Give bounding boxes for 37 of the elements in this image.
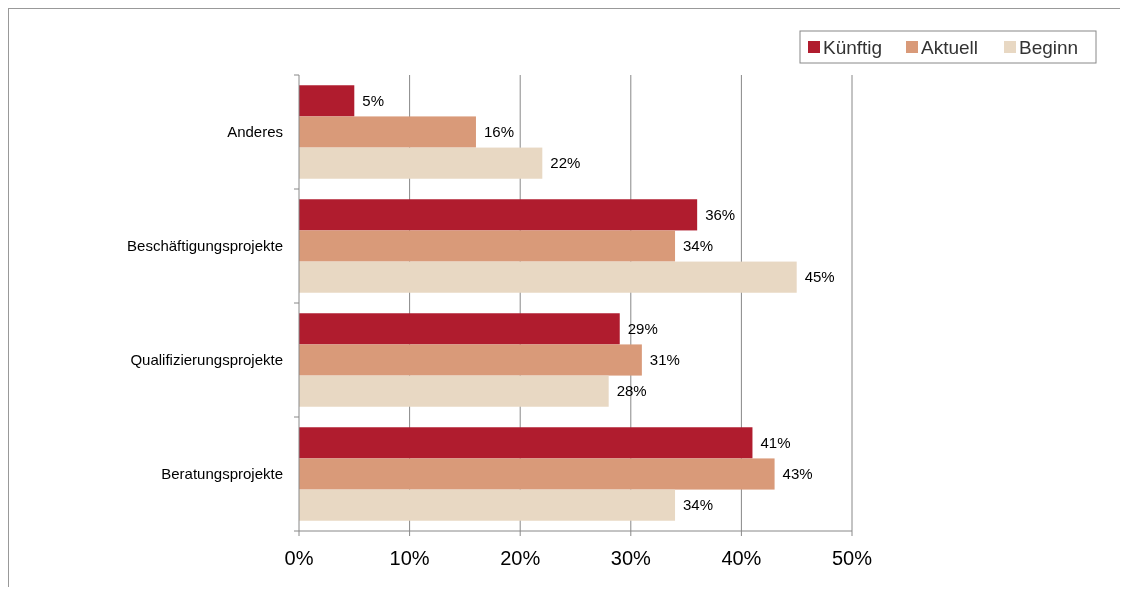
bar xyxy=(299,344,642,376)
data-label: 16% xyxy=(483,123,514,140)
x-tick-label: 20% xyxy=(500,547,541,569)
y-tick-label: Anderes xyxy=(227,123,283,140)
bar xyxy=(299,313,620,345)
bar xyxy=(299,489,676,521)
bar xyxy=(299,85,355,117)
bar xyxy=(299,427,753,459)
x-tick-label: 50% xyxy=(831,547,873,569)
x-tick-label: 30% xyxy=(610,547,652,569)
data-label: 41% xyxy=(760,433,791,451)
data-label: 29% xyxy=(627,319,658,337)
data-label: 45% xyxy=(804,268,835,286)
x-tick-label: 10% xyxy=(389,547,430,569)
legend-label: Beginn xyxy=(1019,37,1079,58)
legend-label: Künftig xyxy=(823,37,883,58)
data-label: 34% xyxy=(683,496,714,514)
bar xyxy=(299,147,543,179)
x-tick-label: 40% xyxy=(721,547,762,569)
bar xyxy=(299,116,476,148)
x-tick-label: 0% xyxy=(284,547,314,569)
data-label: 28% xyxy=(616,382,647,400)
bar xyxy=(299,261,797,293)
bar xyxy=(299,375,609,407)
data-label: 5% xyxy=(362,91,384,109)
y-tick-label: Beratungsprojekte xyxy=(161,465,283,482)
data-label: 34% xyxy=(683,237,714,254)
data-label: 36% xyxy=(705,205,736,223)
legend-label: Aktuell xyxy=(921,37,979,58)
bar xyxy=(299,199,698,231)
y-tick-label: Qualifizierungsprojekte xyxy=(130,351,283,368)
data-label: 31% xyxy=(649,351,680,368)
data-label: 22% xyxy=(550,154,581,172)
data-label: 43% xyxy=(782,465,813,482)
y-tick-label: Beschäftigungsprojekte xyxy=(127,237,283,254)
bar xyxy=(299,458,775,490)
bar xyxy=(299,230,676,262)
